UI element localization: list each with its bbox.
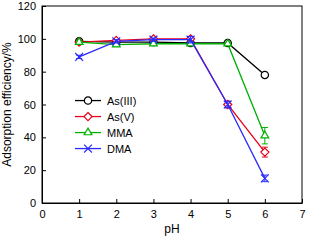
x-tick: 1	[77, 199, 83, 220]
series-line	[79, 40, 265, 179]
x-tick-mark	[153, 199, 154, 203]
y-tick: 80	[24, 66, 46, 78]
legend-marker	[84, 97, 91, 104]
legend-label: MMA	[107, 127, 133, 139]
y-tick-mark	[42, 170, 46, 171]
y-tick-label: 20	[24, 164, 36, 176]
series-marker	[224, 39, 232, 46]
series-line	[79, 39, 265, 152]
legend-label: As(V)	[107, 111, 135, 123]
x-tick-label: 0	[39, 208, 45, 220]
x-tick-label: 5	[225, 208, 231, 220]
y-tick-mark	[42, 203, 46, 204]
series-marker	[224, 100, 232, 108]
legend-item: MMA	[75, 127, 133, 139]
legend-marker	[84, 113, 92, 121]
legend-item: As(III)	[75, 95, 136, 107]
x-tick: 7	[299, 199, 305, 220]
legend-item: DMA	[75, 143, 132, 155]
x-tick: 4	[188, 199, 194, 220]
x-tick: 5	[225, 199, 231, 220]
y-tick-label: 60	[24, 99, 36, 111]
error-bar-cap	[262, 143, 268, 144]
series-marker	[261, 131, 269, 138]
y-tick-mark	[42, 6, 46, 7]
series-marker	[261, 174, 269, 182]
series-marker	[261, 148, 269, 156]
legend-marker	[84, 145, 92, 153]
y-tick-label: 100	[18, 33, 36, 45]
x-tick-label: 2	[114, 208, 120, 220]
y-tick-label: 0	[30, 197, 36, 209]
y-tick: 40	[24, 131, 46, 143]
legend-marker	[84, 128, 92, 135]
error-bar	[262, 127, 268, 143]
error-bar	[262, 175, 268, 182]
series-line	[79, 41, 265, 75]
y-tick: 100	[18, 33, 46, 45]
series-marker	[112, 36, 120, 44]
plot-area	[75, 35, 269, 183]
series-marker	[75, 53, 83, 61]
error-bar	[188, 36, 194, 43]
x-axis: 0 1 2 3 4 5 6 7	[39, 199, 305, 220]
error-bar	[225, 101, 231, 108]
y-axis: 0 20 40 60 80 100 120	[18, 0, 46, 209]
series-marker	[75, 38, 83, 45]
x-tick-label: 1	[77, 208, 83, 220]
series-marker	[112, 37, 120, 45]
x-tick-mark	[116, 199, 117, 203]
series-marker	[75, 38, 83, 46]
legend-label: As(III)	[107, 95, 136, 107]
x-tick: 6	[262, 199, 268, 220]
series-marker	[261, 71, 268, 78]
y-tick-label: 80	[24, 66, 36, 78]
y-tick-mark	[42, 105, 46, 106]
series-marker	[187, 36, 195, 44]
x-tick-mark	[228, 199, 229, 203]
y-axis-title: Adsorption efficiency/%	[0, 42, 14, 167]
legend-label: DMA	[107, 143, 132, 155]
x-tick-label: 7	[299, 208, 305, 220]
legend-item: As(V)	[75, 111, 135, 123]
series-marker	[149, 35, 157, 43]
y-tick: 0	[30, 197, 46, 209]
x-tick: 2	[114, 199, 120, 220]
x-tick-label: 6	[262, 208, 268, 220]
chart: 0 1 2 3 4 5 6 7 0 20 40 60 80 100 120 pH Adsorption effi…	[0, 0, 309, 237]
x-tick: 3	[151, 199, 157, 220]
y-tick-label: 40	[24, 131, 36, 143]
series-marker	[149, 36, 157, 44]
x-tick-mark	[191, 199, 192, 203]
x-tick-label: 3	[151, 208, 157, 220]
series-marker	[75, 38, 82, 45]
series-marker	[187, 35, 195, 43]
y-tick-mark	[42, 39, 46, 40]
x-tick-label: 4	[188, 208, 194, 220]
y-tick-label: 120	[18, 0, 36, 12]
y-tick: 20	[24, 164, 46, 176]
series-marker	[224, 101, 232, 109]
x-axis-line	[43, 203, 303, 204]
y-tick-mark	[42, 137, 46, 138]
legend: As(III) As(V) MMA DMA	[75, 95, 136, 155]
plot-frame	[42, 6, 302, 203]
y-tick: 120	[18, 0, 46, 12]
error-bar-cap	[262, 127, 268, 128]
x-tick-mark	[265, 199, 266, 203]
x-tick-mark	[79, 199, 80, 203]
y-tick: 60	[24, 99, 46, 111]
series-marker	[224, 39, 231, 46]
y-tick-mark	[42, 72, 46, 73]
x-tick-mark	[302, 199, 303, 203]
x-axis-title: pH	[164, 222, 179, 236]
